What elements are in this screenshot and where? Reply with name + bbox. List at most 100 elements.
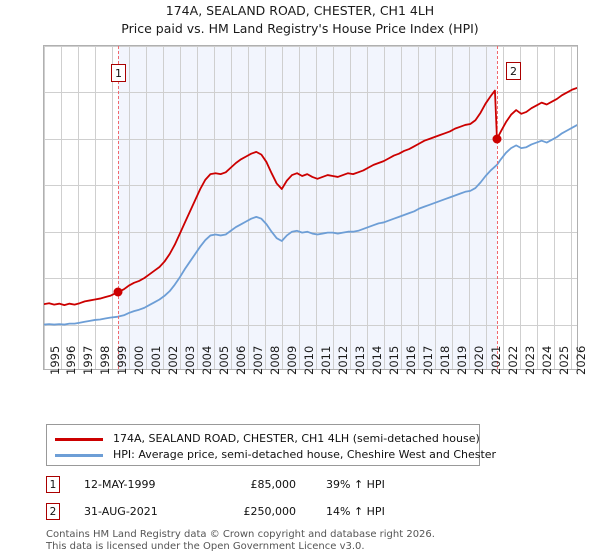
x-axis-tick-label: 2009 bbox=[285, 345, 300, 375]
x-axis-tick-label: 1995 bbox=[47, 345, 62, 375]
page-subtitle: Price paid vs. HM Land Registry's House … bbox=[121, 21, 479, 36]
x-axis-tick-label: 2019 bbox=[455, 345, 470, 375]
page-title: 174A, SEALAND ROAD, CHESTER, CH1 4LH bbox=[165, 3, 435, 18]
gridline-vertical bbox=[485, 46, 487, 369]
x-axis-tick-label: 2000 bbox=[132, 345, 147, 375]
x-axis-tick-label: 2012 bbox=[336, 345, 351, 375]
gridline-vertical bbox=[298, 46, 300, 369]
line-price-paid bbox=[44, 86, 577, 306]
chart-marker-2[interactable]: 2 bbox=[506, 62, 521, 80]
gridline-vertical bbox=[332, 46, 334, 369]
x-axis-tick-label: 2007 bbox=[251, 345, 266, 375]
gridline-vertical bbox=[536, 46, 538, 369]
gridline-vertical bbox=[400, 46, 402, 369]
gridline-vertical bbox=[553, 46, 555, 369]
x-axis-tick-label: 2022 bbox=[506, 345, 521, 375]
x-axis-tick-label: 2015 bbox=[387, 345, 402, 375]
y-axis-labels: £0£50K£100K£150K£200K£250K£300K£350K bbox=[0, 45, 43, 370]
x-axis-tick-label: 2023 bbox=[523, 345, 538, 375]
legend-swatch-price-paid bbox=[55, 438, 103, 441]
x-axis-tick-label: 2008 bbox=[268, 345, 283, 375]
gridline-horizontal bbox=[44, 324, 577, 326]
chart-marker-1[interactable]: 1 bbox=[111, 64, 126, 82]
gridline-vertical bbox=[111, 46, 113, 369]
gridline-vertical bbox=[94, 46, 96, 369]
legend-swatch-hpi bbox=[55, 454, 103, 457]
gridline-vertical bbox=[196, 46, 198, 369]
legend-label-price-paid: 174A, SEALAND ROAD, CHESTER, CH1 4LH (se… bbox=[113, 432, 480, 445]
legend-label-hpi: HPI: Average price, semi-detached house,… bbox=[113, 448, 497, 461]
x-axis-tick-label: 2003 bbox=[183, 345, 198, 375]
footer-line-2: This data is licensed under the Open Gov… bbox=[46, 541, 365, 552]
x-axis-tick-label: 2005 bbox=[217, 345, 232, 375]
x-axis-tick-label: 2016 bbox=[404, 345, 419, 375]
x-axis-tick-label: 2004 bbox=[200, 345, 215, 375]
gridline-vertical bbox=[77, 46, 79, 369]
x-axis-tick-label: 2025 bbox=[557, 345, 572, 375]
gridline-horizontal bbox=[44, 185, 577, 187]
gridline-vertical bbox=[230, 46, 232, 369]
x-axis-tick-label: 1998 bbox=[98, 345, 113, 375]
gridline-vertical bbox=[434, 46, 436, 369]
gridline-horizontal bbox=[44, 138, 577, 140]
footer-line-1: Contains HM Land Registry data © Crown c… bbox=[46, 529, 435, 540]
line-hpi bbox=[44, 124, 577, 326]
gridline-vertical bbox=[366, 46, 368, 369]
gridline-horizontal bbox=[44, 92, 577, 94]
gridline-vertical bbox=[417, 46, 419, 369]
gridline-vertical bbox=[213, 46, 215, 369]
gridline-vertical bbox=[468, 46, 470, 369]
gridline-vertical bbox=[60, 46, 62, 369]
gridline-horizontal bbox=[44, 278, 577, 280]
transaction-hpi-delta: 39% ↑ HPI bbox=[326, 478, 385, 491]
x-axis-tick-label: 1997 bbox=[81, 345, 96, 375]
gridline-vertical bbox=[451, 46, 453, 369]
gridline-vertical bbox=[383, 46, 385, 369]
x-axis-tick-label: 2014 bbox=[370, 345, 385, 375]
x-axis-tick-label: 2026 bbox=[574, 345, 588, 375]
x-axis-tick-label: 1999 bbox=[115, 345, 130, 375]
gridline-vertical bbox=[264, 46, 266, 369]
transaction-dot[interactable] bbox=[492, 134, 502, 144]
gridline-vertical bbox=[128, 46, 130, 369]
transaction-vline bbox=[496, 46, 498, 369]
x-axis-tick-label: 2013 bbox=[353, 345, 368, 375]
gridline-horizontal bbox=[44, 46, 577, 47]
gridline-vertical bbox=[44, 46, 45, 369]
gridline-vertical bbox=[570, 46, 572, 369]
gridline-vertical bbox=[502, 46, 504, 369]
x-axis-tick-label: 2010 bbox=[302, 345, 317, 375]
shaded-ownership-span bbox=[118, 46, 497, 369]
transaction-hpi-delta: 14% ↑ HPI bbox=[326, 505, 385, 518]
x-axis-tick-label: 2018 bbox=[438, 345, 453, 375]
x-axis-tick-label: 2011 bbox=[319, 345, 334, 375]
transaction-date: 12-MAY-1999 bbox=[84, 478, 156, 491]
x-axis-tick-label: 2021 bbox=[489, 345, 504, 375]
gridline-vertical bbox=[247, 46, 249, 369]
plot-area bbox=[43, 45, 578, 370]
transaction-price: £85,000 bbox=[250, 478, 297, 491]
transaction-marker-badge: 1 bbox=[46, 476, 60, 493]
transaction-vline bbox=[118, 46, 120, 369]
series-lines bbox=[44, 86, 577, 326]
footer-attribution: Contains HM Land Registry data © Crown c… bbox=[46, 529, 435, 553]
x-axis-tick-label: 1996 bbox=[64, 345, 79, 375]
x-axis-tick-label: 2017 bbox=[421, 345, 436, 375]
legend: 174A, SEALAND ROAD, CHESTER, CH1 4LH (se… bbox=[46, 424, 496, 466]
transaction-dot[interactable] bbox=[113, 287, 123, 297]
x-axis-tick-label: 2002 bbox=[166, 345, 181, 375]
gridline-vertical bbox=[179, 46, 181, 369]
gridline-vertical bbox=[519, 46, 521, 369]
gridline-vertical bbox=[315, 46, 317, 369]
transaction-price: £250,000 bbox=[243, 505, 297, 518]
x-axis-tick-label: 2024 bbox=[540, 345, 555, 375]
gridline-vertical bbox=[145, 46, 147, 369]
x-axis-tick-label: 2020 bbox=[472, 345, 487, 375]
x-axis-tick-label: 2006 bbox=[234, 345, 249, 375]
transaction-date: 31-AUG-2021 bbox=[84, 505, 158, 518]
gridline-vertical bbox=[281, 46, 283, 369]
gridline-vertical bbox=[162, 46, 164, 369]
gridline-vertical bbox=[349, 46, 351, 369]
transaction-marker-badge: 2 bbox=[46, 503, 60, 520]
